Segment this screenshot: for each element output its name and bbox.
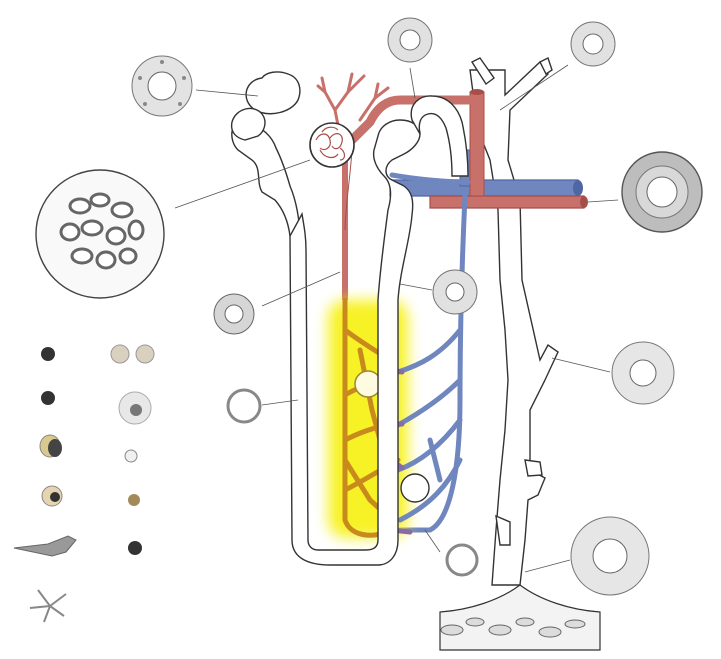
red-blood-cells-icon xyxy=(110,344,155,364)
glomerulus xyxy=(309,122,355,168)
venous-return xyxy=(389,172,471,533)
tubule-cross-section-highlighted xyxy=(354,370,382,398)
cross-section-collecting-top xyxy=(570,21,616,67)
renal-artery xyxy=(316,72,588,300)
cross-section-thin-limb xyxy=(226,388,262,424)
eosinophil-icon xyxy=(128,494,140,506)
cross-section-artery xyxy=(621,151,703,233)
platelet-icon xyxy=(124,449,138,463)
cross-section-collecting-mid xyxy=(611,341,675,405)
small-lymphocyte-icon xyxy=(41,391,55,405)
granulocyte-icon xyxy=(41,485,63,507)
cross-section-thick-ascending xyxy=(432,269,478,315)
vasa-recta-venous xyxy=(395,327,463,523)
cross-section-distal-tubule-top xyxy=(387,17,433,63)
cross-section-thick-limb xyxy=(213,293,255,335)
fibroblast-icon xyxy=(13,535,77,557)
collecting-duct xyxy=(469,57,559,586)
renal-vein xyxy=(389,149,583,197)
label-leader-lines xyxy=(174,64,619,573)
cross-section-glomerulus xyxy=(35,169,165,299)
lymphocyte-icon xyxy=(41,347,55,361)
cross-section-papillary-duct xyxy=(570,516,650,596)
dark-cell-icon xyxy=(128,541,142,555)
cross-section-proximal-tubule xyxy=(131,55,193,117)
mast-cell-icon xyxy=(118,391,152,425)
dendritic-cell-icon xyxy=(29,589,67,623)
renal-papilla xyxy=(439,584,601,651)
monocyte-icon xyxy=(39,434,62,458)
cross-section-thin-lower xyxy=(445,543,479,577)
tubule-cross-section-inner xyxy=(400,473,430,503)
blood-cell-legend xyxy=(13,344,155,623)
nephron-tubule xyxy=(230,71,469,566)
